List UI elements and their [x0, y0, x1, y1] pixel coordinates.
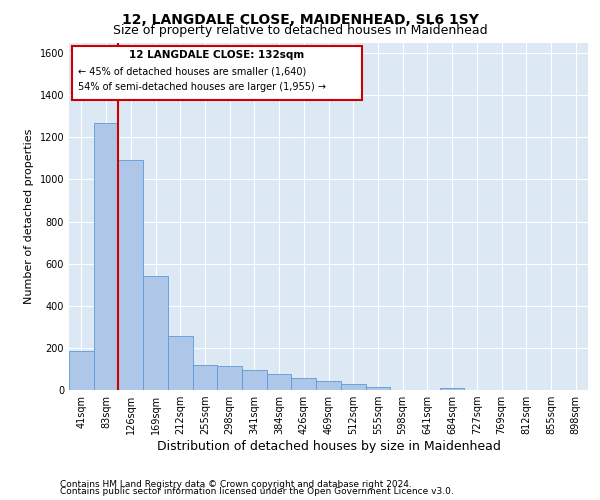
Text: Contains HM Land Registry data © Crown copyright and database right 2024.: Contains HM Land Registry data © Crown c… — [60, 480, 412, 489]
Bar — [94, 122, 118, 390]
Bar — [69, 351, 94, 390]
Text: Contains public sector information licensed under the Open Government Licence v3: Contains public sector information licen… — [60, 487, 454, 496]
Bar — [341, 384, 365, 390]
Bar — [217, 366, 242, 390]
Bar — [292, 378, 316, 390]
X-axis label: Distribution of detached houses by size in Maidenhead: Distribution of detached houses by size … — [157, 440, 500, 453]
Text: ← 45% of detached houses are smaller (1,640): ← 45% of detached houses are smaller (1,… — [78, 66, 306, 76]
Bar — [71, 46, 362, 100]
Text: Size of property relative to detached houses in Maidenhead: Size of property relative to detached ho… — [113, 24, 487, 37]
Text: 12, LANGDALE CLOSE, MAIDENHEAD, SL6 1SY: 12, LANGDALE CLOSE, MAIDENHEAD, SL6 1SY — [122, 12, 478, 26]
Bar — [143, 276, 168, 390]
Bar — [242, 370, 267, 390]
Bar — [193, 364, 217, 390]
Bar — [316, 380, 341, 390]
Bar — [365, 387, 390, 390]
Text: 54% of semi-detached houses are larger (1,955) →: 54% of semi-detached houses are larger (… — [78, 82, 326, 92]
Bar — [267, 374, 292, 390]
Text: 12 LANGDALE CLOSE: 132sqm: 12 LANGDALE CLOSE: 132sqm — [129, 50, 305, 60]
Bar — [440, 388, 464, 390]
Y-axis label: Number of detached properties: Number of detached properties — [24, 128, 34, 304]
Bar — [118, 160, 143, 390]
Bar — [168, 336, 193, 390]
